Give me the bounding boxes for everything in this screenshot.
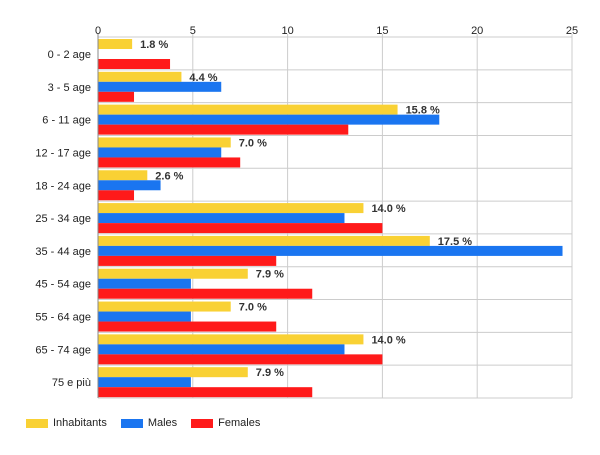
data-label: 4.4 %: [189, 72, 217, 84]
data-label: 14.0 %: [371, 334, 405, 346]
data-label: 7.9 %: [256, 367, 284, 379]
category-label: 75 e più: [52, 377, 91, 389]
inhabitants-bar: [98, 203, 364, 214]
category-label: 6 - 11 age: [42, 115, 91, 127]
males-bar: [98, 81, 222, 92]
inhabitants-bar: [98, 301, 231, 312]
legend-item-inhabitants: Inhabitants: [26, 417, 107, 429]
inhabitants-bar: [98, 104, 398, 115]
males-bar: [98, 278, 191, 289]
legend-label: Females: [218, 417, 261, 429]
females-bar: [98, 387, 313, 398]
females-bar: [98, 321, 277, 332]
data-label: 2.6 %: [155, 170, 183, 182]
females-bar: [98, 354, 383, 365]
x-tick-label: 20: [471, 25, 483, 37]
x-tick-label: 0: [95, 25, 101, 37]
inhabitants-bar: [98, 268, 248, 279]
females-bar: [98, 223, 383, 234]
legend-label: Males: [147, 417, 178, 429]
inhabitants-bar: [98, 39, 133, 49]
females-bar: [98, 59, 171, 69]
legend-swatch: [120, 418, 143, 428]
data-label: 15.8 %: [406, 105, 440, 117]
category-label: 18 - 24 age: [35, 180, 91, 192]
males-bar: [98, 377, 191, 388]
males-bar: [98, 114, 440, 125]
data-label: 7.0 %: [239, 302, 267, 314]
category-label: 45 - 54 age: [35, 279, 91, 291]
inhabitants-bar: [98, 71, 182, 82]
legend-swatch: [191, 418, 214, 428]
x-tick-label: 10: [281, 25, 293, 37]
category-label: 55 - 64 age: [35, 312, 91, 324]
data-label: 17.5 %: [438, 236, 472, 248]
data-label: 14.0 %: [371, 203, 405, 215]
category-label: 65 - 74 age: [35, 344, 91, 356]
data-label: 7.0 %: [239, 137, 267, 149]
males-bar: [98, 344, 345, 355]
legend-label: Inhabitants: [53, 417, 107, 429]
males-bar: [98, 180, 161, 191]
category-label: 0 - 2 age: [48, 49, 91, 61]
males-bar: [98, 213, 345, 224]
males-bar: [98, 245, 563, 256]
category-label: 25 - 34 age: [35, 213, 91, 225]
females-bar: [98, 255, 277, 266]
data-label: 1.8 %: [140, 39, 168, 51]
category-label: 12 - 17 age: [35, 147, 91, 159]
females-bar: [98, 157, 241, 168]
males-bar: [98, 311, 191, 322]
legend-item-males: Males: [120, 417, 178, 429]
females-bar: [98, 288, 313, 299]
category-label: 3 - 5 age: [48, 82, 91, 94]
inhabitants-bar: [98, 367, 248, 378]
females-bar: [98, 190, 135, 201]
inhabitants-bar: [98, 334, 364, 345]
data-label: 7.9 %: [256, 269, 284, 281]
x-tick-label: 5: [190, 25, 196, 37]
legend: Inhabitants Males Females: [26, 417, 274, 429]
inhabitants-bar: [98, 137, 231, 148]
males-bar: [98, 147, 222, 158]
females-bar: [98, 91, 135, 102]
category-label: 35 - 44 age: [35, 246, 91, 258]
legend-item-females: Females: [191, 417, 260, 429]
inhabitants-bar: [98, 235, 430, 246]
x-tick-label: 25: [566, 25, 578, 37]
inhabitants-bar: [98, 170, 148, 181]
females-bar: [98, 124, 349, 135]
x-tick-label: 15: [376, 25, 388, 37]
legend-swatch: [26, 418, 48, 428]
